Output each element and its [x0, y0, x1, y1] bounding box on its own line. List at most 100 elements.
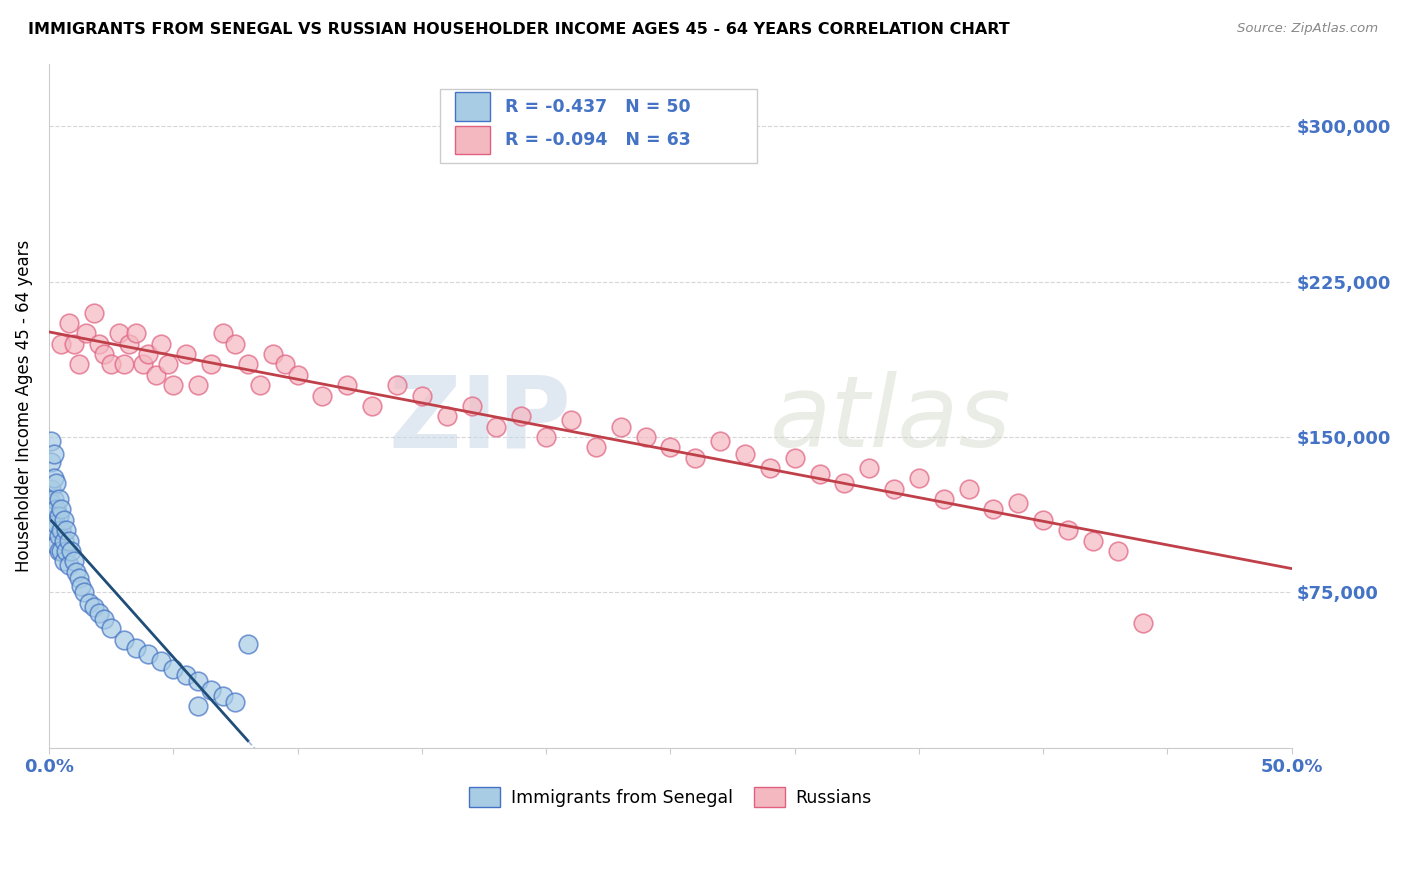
FancyBboxPatch shape: [456, 126, 491, 154]
Point: [411, 388, 433, 402]
Point: [783, 450, 806, 465]
Point: [48, 508, 70, 523]
Point: [485, 419, 508, 434]
Point: [957, 482, 980, 496]
Point: [83, 306, 105, 320]
Point: [51, 502, 73, 516]
Point: [560, 413, 582, 427]
Point: [87, 336, 110, 351]
Point: [51, 336, 73, 351]
Point: [1081, 533, 1104, 548]
Point: [58, 558, 80, 573]
Point: [138, 347, 160, 361]
Point: [42, 492, 65, 507]
Point: [436, 409, 458, 424]
Point: [45, 538, 67, 552]
Point: [1057, 523, 1080, 537]
Point: [460, 399, 482, 413]
Point: [58, 316, 80, 330]
Point: [112, 358, 135, 372]
Point: [1107, 544, 1129, 558]
Point: [93, 347, 115, 361]
Point: [87, 606, 110, 620]
Text: R = -0.094   N = 63: R = -0.094 N = 63: [505, 131, 690, 149]
Point: [734, 446, 756, 460]
Point: [77, 596, 100, 610]
Point: [60, 544, 83, 558]
Point: [311, 388, 333, 402]
Point: [157, 358, 180, 372]
Point: [983, 502, 1005, 516]
Point: [45, 502, 67, 516]
Point: [70, 579, 93, 593]
Point: [63, 336, 86, 351]
Point: [58, 533, 80, 548]
Point: [42, 513, 65, 527]
Point: [63, 554, 86, 568]
Point: [274, 358, 297, 372]
Point: [73, 585, 96, 599]
FancyBboxPatch shape: [456, 93, 491, 121]
Point: [52, 513, 75, 527]
Point: [1132, 616, 1154, 631]
Point: [1007, 496, 1029, 510]
Point: [42, 471, 65, 485]
Point: [48, 544, 70, 558]
Point: [187, 378, 209, 392]
Point: [55, 523, 77, 537]
Point: [236, 637, 259, 651]
Point: [83, 599, 105, 614]
Point: [42, 446, 65, 460]
Point: [609, 419, 631, 434]
Legend: Immigrants from Senegal, Russians: Immigrants from Senegal, Russians: [463, 780, 879, 814]
Point: [262, 347, 284, 361]
Point: [187, 674, 209, 689]
Point: [858, 461, 880, 475]
Point: [41, 482, 63, 496]
Text: IMMIGRANTS FROM SENEGAL VS RUSSIAN HOUSEHOLDER INCOME AGES 45 - 64 YEARS CORRELA: IMMIGRANTS FROM SENEGAL VS RUSSIAN HOUSE…: [28, 22, 1010, 37]
Point: [287, 368, 309, 382]
Point: [808, 467, 831, 482]
Point: [585, 440, 607, 454]
Point: [149, 336, 172, 351]
Point: [42, 523, 65, 537]
Point: [125, 641, 148, 656]
Point: [125, 326, 148, 341]
Point: [709, 434, 731, 448]
Text: atlas: atlas: [770, 371, 1011, 468]
Point: [908, 471, 931, 485]
Point: [52, 533, 75, 548]
Point: [117, 336, 139, 351]
Point: [683, 450, 706, 465]
Point: [149, 654, 172, 668]
Point: [249, 378, 271, 392]
Point: [634, 430, 657, 444]
Point: [162, 378, 184, 392]
Point: [834, 475, 856, 490]
Point: [212, 689, 235, 703]
Text: R = -0.437   N = 50: R = -0.437 N = 50: [505, 98, 690, 116]
Point: [200, 358, 222, 372]
Point: [659, 440, 682, 454]
Point: [48, 492, 70, 507]
Point: [93, 612, 115, 626]
Y-axis label: Householder Income Ages 45 - 64 years: Householder Income Ages 45 - 64 years: [15, 240, 32, 572]
Point: [100, 358, 122, 372]
Point: [41, 496, 63, 510]
Point: [1032, 513, 1054, 527]
Text: ZIP: ZIP: [388, 371, 571, 468]
Point: [138, 648, 160, 662]
Text: Source: ZipAtlas.com: Source: ZipAtlas.com: [1237, 22, 1378, 36]
Point: [107, 326, 129, 341]
Point: [187, 699, 209, 714]
Point: [224, 695, 246, 709]
Point: [41, 455, 63, 469]
Point: [51, 523, 73, 537]
Point: [174, 347, 197, 361]
Point: [75, 326, 97, 341]
Point: [65, 565, 87, 579]
Point: [361, 399, 384, 413]
Point: [174, 668, 197, 682]
Point: [534, 430, 557, 444]
Point: [52, 554, 75, 568]
